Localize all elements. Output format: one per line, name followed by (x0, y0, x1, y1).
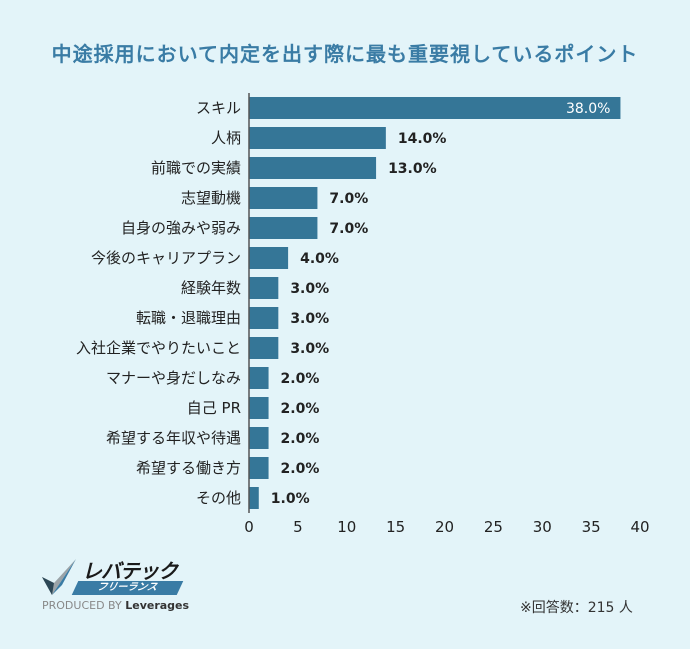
x-tick-label: 5 (293, 518, 303, 536)
category-label: スキル (196, 99, 241, 117)
logo-subtitle: フリーランス (71, 581, 184, 595)
category-label: 今後のキャリアプラン (91, 249, 241, 267)
value-label: 4.0% (300, 251, 339, 267)
bar (249, 217, 318, 239)
bar (249, 127, 386, 149)
levtech-logo: レバテック フリーランス PRODUCED BY Leverages (40, 555, 190, 615)
bar (249, 487, 259, 509)
category-label: 志望動機 (181, 189, 241, 207)
x-tick-label: 40 (630, 518, 649, 536)
value-label: 38.0% (566, 101, 610, 117)
value-label: 7.0% (329, 221, 368, 237)
value-label: 2.0% (281, 461, 320, 477)
x-tick-label: 10 (337, 518, 356, 536)
x-tick-label: 35 (582, 518, 601, 536)
value-label: 3.0% (290, 341, 329, 357)
category-label: 経験年数 (181, 279, 241, 297)
value-label: 3.0% (290, 281, 329, 297)
category-label: 希望する年収や待遇 (106, 429, 241, 447)
bar (249, 457, 269, 479)
value-label: 13.0% (388, 161, 437, 177)
bar (249, 307, 279, 329)
bar (249, 427, 269, 449)
logo-produced-by: PRODUCED BY Leverages (42, 599, 189, 612)
x-tick-label: 20 (435, 518, 454, 536)
value-label: 14.0% (398, 131, 447, 147)
value-label: 2.0% (281, 401, 320, 417)
chart-title: 中途採用において内定を出す際に最も重要視しているポイント (51, 42, 639, 66)
bar (249, 157, 377, 179)
bar (249, 337, 279, 359)
value-label: 3.0% (290, 311, 329, 327)
category-label: 入社企業でやりたいこと (76, 339, 241, 357)
bar (249, 367, 269, 389)
category-label: 人柄 (211, 129, 241, 147)
category-label: 希望する働き方 (136, 459, 241, 477)
bar (249, 97, 621, 119)
category-label: 自身の強みや弱み (121, 219, 241, 237)
respondents-note: ※回答数：215 人 (520, 600, 633, 616)
value-label: 1.0% (271, 491, 310, 507)
bar (249, 247, 289, 269)
bar (249, 397, 269, 419)
bar (249, 187, 318, 209)
value-label: 2.0% (281, 431, 320, 447)
x-tick-label: 30 (533, 518, 552, 536)
logo-check-icon (42, 559, 76, 595)
value-label: 2.0% (281, 371, 320, 387)
produced-by-text: PRODUCED BY (42, 599, 122, 612)
logo-title: レバテック (82, 559, 178, 583)
category-label: 自己 PR (187, 399, 241, 417)
value-label: 7.0% (329, 191, 368, 207)
x-tick-label: 0 (244, 518, 254, 536)
x-tick-label: 15 (386, 518, 405, 536)
category-label: 前職での実績 (151, 159, 241, 177)
x-tick-label: 25 (484, 518, 503, 536)
category-label: その他 (196, 489, 241, 507)
logo-brand: Leverages (125, 599, 190, 612)
bar (249, 277, 279, 299)
category-label: 転職・退職理由 (136, 309, 241, 327)
category-label: マナーや身だしなみ (106, 369, 241, 387)
